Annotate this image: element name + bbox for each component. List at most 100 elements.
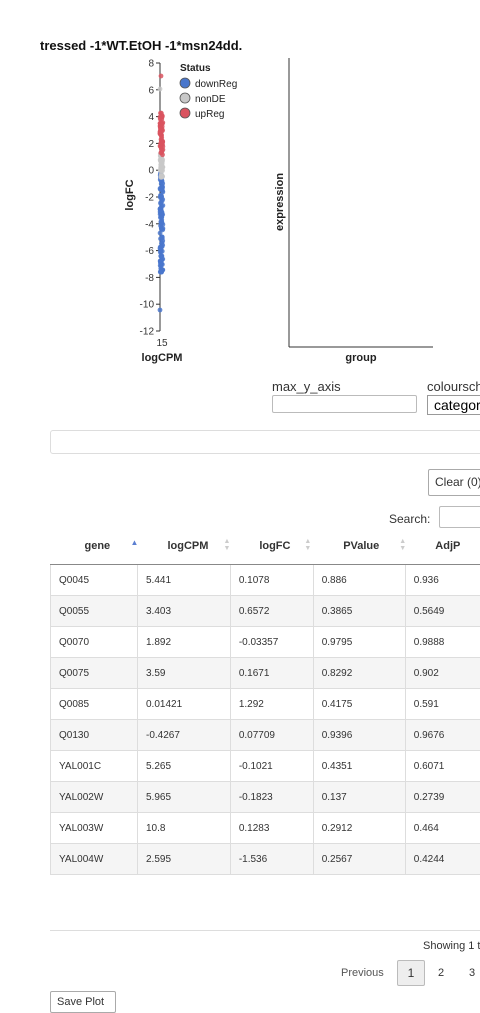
table-cell: 1.892 xyxy=(137,627,230,658)
save-plot-button[interactable]: Save Plot xyxy=(50,991,116,1013)
table-cell: 0.5649 xyxy=(405,596,480,627)
table-cell: 0.1078 xyxy=(230,565,313,596)
legend-label-nonde: nonDE xyxy=(195,94,226,105)
table-cell: 1.292 xyxy=(230,689,313,720)
max-y-axis-label: max_y_axis xyxy=(272,379,341,394)
md-points xyxy=(158,74,166,313)
y-tick-label: -4 xyxy=(145,219,154,230)
table-cell: -0.1823 xyxy=(230,782,313,813)
table-cell: Q0130 xyxy=(51,720,138,751)
data-point xyxy=(158,201,163,206)
column-header-logfc[interactable]: logFC▲▼ xyxy=(230,530,313,565)
table-cell: 0.4244 xyxy=(405,844,480,875)
data-point xyxy=(159,222,164,227)
table-cell: 3.403 xyxy=(137,596,230,627)
max-y-axis-input[interactable] xyxy=(272,395,417,413)
filter-bar xyxy=(50,430,480,454)
table-cell: 0.1671 xyxy=(230,658,313,689)
data-point xyxy=(159,193,164,198)
pagination-page-3[interactable]: 3 xyxy=(469,967,475,979)
x-tick-label: 15 xyxy=(156,338,168,349)
table-cell: Q0075 xyxy=(51,658,138,689)
x-axis-label: logCPM xyxy=(142,352,183,364)
sort-icon: ▲▼ xyxy=(304,538,311,552)
table-cell: YAL002W xyxy=(51,782,138,813)
data-point xyxy=(158,162,163,167)
table-cell: 0.4175 xyxy=(313,689,405,720)
table-cell: 0.886 xyxy=(313,565,405,596)
column-header-pvalue-label: PValue xyxy=(343,540,379,552)
table-cell: Q0045 xyxy=(51,565,138,596)
table-cell: 0.6071 xyxy=(405,751,480,782)
table-cell: 0.4351 xyxy=(313,751,405,782)
column-header-logcpm[interactable]: logCPM▲▼ xyxy=(137,530,230,565)
y-tick-label: 4 xyxy=(148,112,154,123)
data-point xyxy=(160,249,165,254)
table-cell: 5.265 xyxy=(137,751,230,782)
table-cell: 0.9795 xyxy=(313,627,405,658)
column-header-logcpm-label: logCPM xyxy=(167,540,208,552)
table-cell: 0.464 xyxy=(405,813,480,844)
table-cell: 0.07709 xyxy=(230,720,313,751)
colour-scheme-label: coloursche xyxy=(427,379,480,394)
legend-title: Status xyxy=(180,63,211,74)
data-point xyxy=(158,87,163,92)
search-input[interactable] xyxy=(439,506,480,528)
table-cell: 0.2912 xyxy=(313,813,405,844)
column-header-gene[interactable]: gene▲ xyxy=(51,530,138,565)
legend-label-downreg: downReg xyxy=(195,79,237,90)
column-header-pvalue[interactable]: PValue▲▼ xyxy=(313,530,405,565)
legend-swatch-downreg xyxy=(180,78,190,88)
column-header-gene-label: gene xyxy=(85,540,111,552)
y-tick-label: -8 xyxy=(145,273,154,284)
table-cell: 0.3865 xyxy=(313,596,405,627)
legend-swatch-upreg xyxy=(180,108,190,118)
table-cell: 0.2739 xyxy=(405,782,480,813)
data-point xyxy=(159,261,164,266)
pagination-page-2[interactable]: 2 xyxy=(438,967,444,979)
table-cell: 0.8292 xyxy=(313,658,405,689)
results-table: gene▲ logCPM▲▼ logFC▲▼ PValue▲▼ AdjP Q00… xyxy=(50,530,480,875)
pagination-page-1[interactable]: 1 xyxy=(397,960,425,986)
legend-label-upreg: upReg xyxy=(195,109,224,120)
legend: Status downReg nonDE upReg xyxy=(180,63,237,120)
table-cell: -1.536 xyxy=(230,844,313,875)
table-cell: 5.441 xyxy=(137,565,230,596)
data-point xyxy=(158,308,163,313)
table-cell: 0.01421 xyxy=(137,689,230,720)
colour-scheme-select[interactable]: category xyxy=(427,395,480,415)
y-tick-label: -2 xyxy=(145,193,154,204)
table-cell: -0.03357 xyxy=(230,627,313,658)
data-point xyxy=(159,137,164,142)
expression-y-label: expression xyxy=(274,173,286,231)
data-point xyxy=(159,175,164,180)
table-cell: 2.595 xyxy=(137,844,230,875)
data-point xyxy=(158,115,163,120)
clear-selection-button[interactable]: Clear (0) xyxy=(428,469,480,496)
column-header-adjp[interactable]: AdjP xyxy=(405,530,480,565)
data-point xyxy=(159,74,164,79)
table-footer-divider xyxy=(50,930,480,931)
column-header-adjp-label: AdjP xyxy=(435,540,460,552)
y-axis-label: logFC xyxy=(124,179,136,210)
table-cell: 0.9676 xyxy=(405,720,480,751)
table-cell: 0.6572 xyxy=(230,596,313,627)
pagination-previous[interactable]: Previous xyxy=(341,967,384,979)
table-cell: 0.1283 xyxy=(230,813,313,844)
table-header-row: gene▲ logCPM▲▼ logFC▲▼ PValue▲▼ AdjP xyxy=(51,530,480,565)
expression-plot[interactable]: expression group xyxy=(265,55,445,365)
data-point xyxy=(158,245,163,250)
data-point xyxy=(158,187,163,192)
table-info: Showing 1 t xyxy=(423,940,480,952)
